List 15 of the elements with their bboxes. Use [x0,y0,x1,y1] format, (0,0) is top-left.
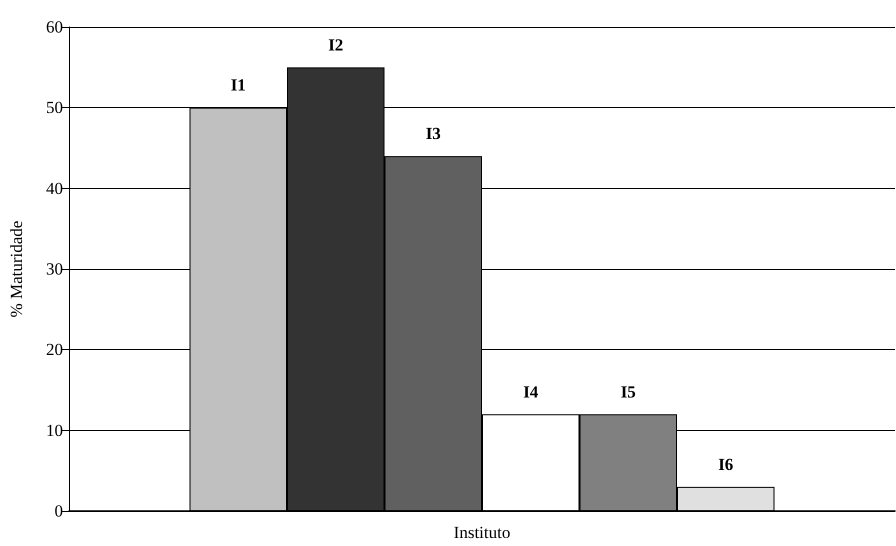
series-label: I3 [426,124,441,144]
y-tick-label: 20 [46,340,63,360]
x-axis-title: Instituto [454,523,510,542]
series-label: I2 [328,35,344,54]
series-label: I1 [230,76,246,95]
y-axis-title: % Maturidade [7,220,26,318]
series-label: I6 [718,454,734,474]
series-label: I5 [620,382,636,402]
y-tick-label: 60 [46,18,63,36]
y-tick-label: 30 [46,260,63,279]
y-tick-label: 0 [54,502,63,521]
series-label: I4 [523,382,539,402]
y-tick-label: 50 [46,98,63,118]
y-tick-label: 10 [46,420,63,440]
y-tick-label: 40 [46,178,63,198]
